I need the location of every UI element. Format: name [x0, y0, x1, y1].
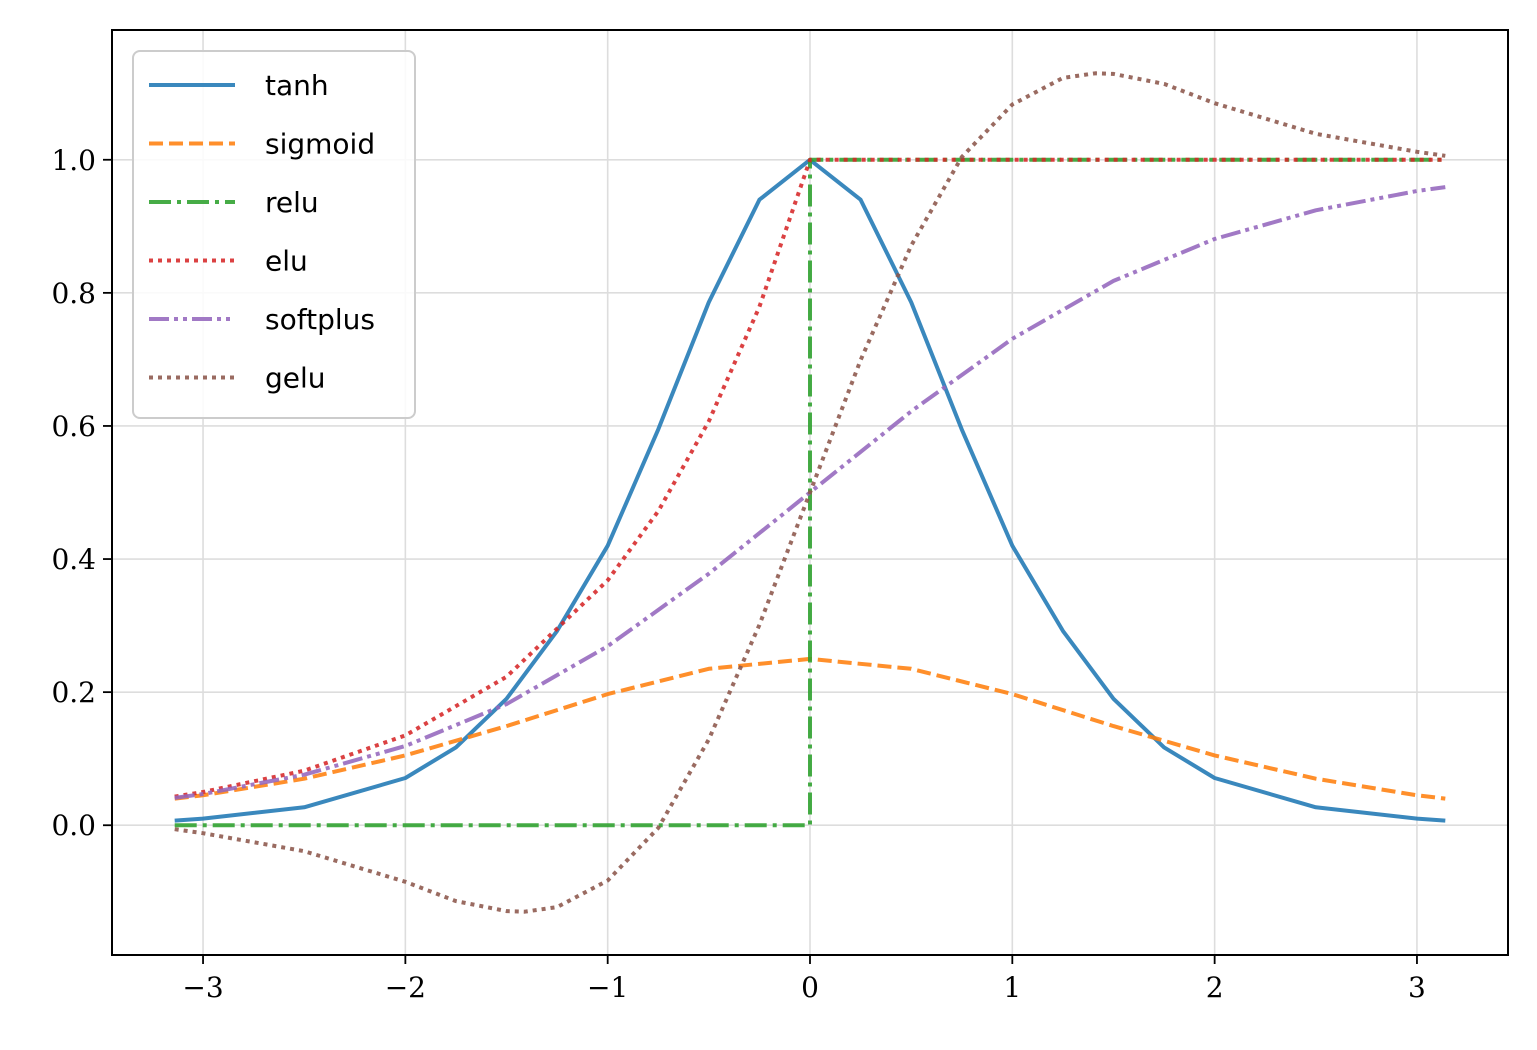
y-tick-label: 0.0: [51, 809, 96, 842]
y-tick-label: 0.4: [51, 543, 96, 576]
x-tick-label: −3: [182, 971, 223, 1004]
x-tick-label: 2: [1206, 971, 1224, 1004]
y-tick-label: 0.8: [51, 277, 96, 310]
series-line-elu: [174, 157, 1446, 799]
series-line-gelu: [174, 71, 1446, 914]
axes: −3 −2 −1 0 1 2 3 0.0 0.2 0.4 0.6 0.8 1.0: [51, 29, 1509, 1004]
y-tick-label: 1.0: [51, 144, 96, 177]
legend-label-elu: elu: [265, 245, 308, 278]
y-tick-label: 0.6: [51, 410, 96, 443]
legend-label-relu: relu: [265, 186, 319, 219]
x-tick-label: 3: [1408, 971, 1426, 1004]
series-lines: [174, 71, 1446, 914]
y-tick-label: 0.2: [51, 676, 96, 709]
x-tick-label: −2: [385, 971, 426, 1004]
legend: tanh sigmoid relu elu softplus gelu: [132, 50, 416, 419]
x-tick-label: −1: [587, 971, 628, 1004]
legend-label-softplus: softplus: [265, 303, 375, 336]
legend-box: [132, 50, 416, 419]
x-tick-label: 0: [801, 971, 819, 1004]
legend-label-gelu: gelu: [265, 362, 326, 395]
legend-label-tanh: tanh: [265, 69, 329, 102]
x-tick-label: 1: [1003, 971, 1021, 1004]
legend-label-sigmoid: sigmoid: [265, 128, 375, 161]
